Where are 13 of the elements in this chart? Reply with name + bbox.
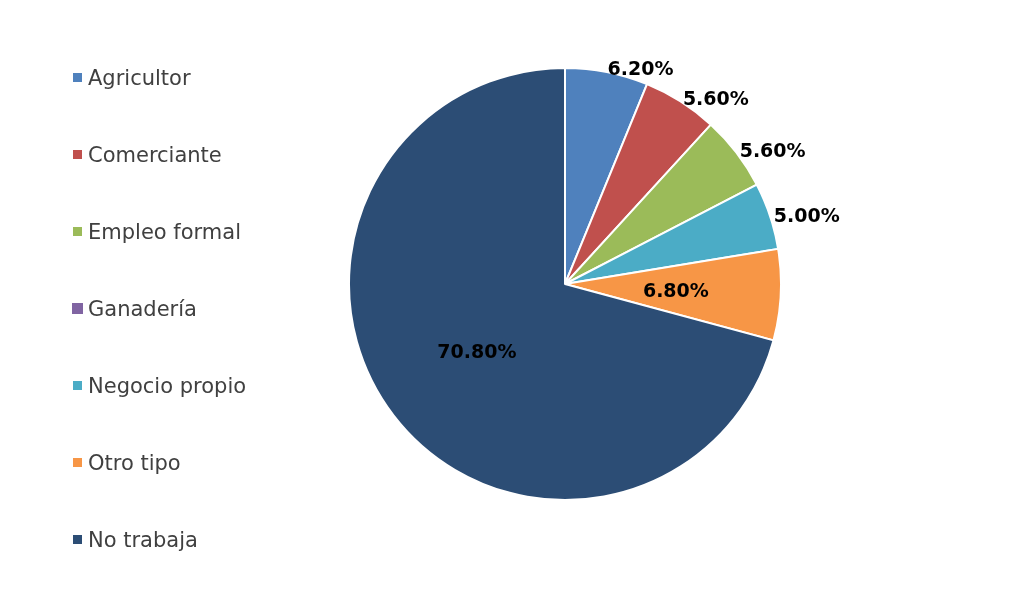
- legend-label: No trabaja: [88, 527, 198, 552]
- legend-label: Ganadería: [88, 296, 197, 321]
- data-label: 6.80%: [642, 278, 709, 301]
- data-label: 5.60%: [739, 139, 806, 162]
- data-label: 5.00%: [773, 203, 840, 226]
- legend-label: Empleo formal: [88, 219, 241, 244]
- legend-label: Agricultor: [88, 65, 191, 90]
- legend-label: Comerciante: [88, 142, 222, 167]
- legend-label: Negocio propio: [88, 373, 247, 398]
- data-label: 5.60%: [682, 87, 749, 110]
- data-label: 6.20%: [607, 57, 674, 80]
- data-label: 70.80%: [437, 340, 517, 363]
- legend-label: Otro tipo: [88, 450, 181, 475]
